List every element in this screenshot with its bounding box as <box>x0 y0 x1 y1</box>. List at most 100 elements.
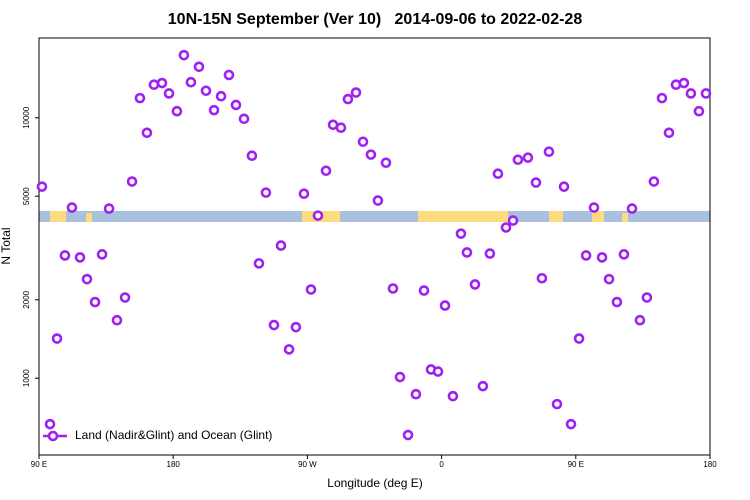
y-tick-label: 1000 <box>22 369 31 387</box>
point <box>461 247 473 258</box>
point <box>119 292 131 303</box>
x-tick-label: 0 <box>439 460 444 469</box>
point <box>223 69 235 81</box>
point <box>418 285 430 296</box>
point <box>588 202 600 213</box>
point <box>66 202 78 213</box>
point <box>44 418 56 430</box>
point <box>178 49 190 61</box>
point <box>51 333 63 344</box>
point <box>603 273 615 285</box>
point <box>357 136 369 148</box>
point <box>89 296 101 308</box>
point <box>455 228 467 239</box>
point <box>156 77 168 89</box>
land-strip <box>418 211 508 222</box>
point <box>410 388 422 400</box>
point <box>230 99 242 111</box>
point <box>402 429 414 441</box>
point <box>111 314 123 326</box>
point <box>380 157 392 169</box>
point <box>283 344 295 355</box>
point <box>246 150 258 162</box>
point <box>663 127 675 139</box>
point <box>530 177 542 188</box>
point <box>685 88 697 99</box>
x-tick-label: 90 W <box>298 460 317 469</box>
y-tick-label: 5000 <box>22 187 31 205</box>
point <box>193 61 205 73</box>
land-strip <box>86 213 92 222</box>
land-strip <box>622 213 628 222</box>
point <box>185 76 197 88</box>
point <box>260 187 272 198</box>
point <box>611 296 623 308</box>
x-tick-label: 180 <box>703 460 717 469</box>
point <box>626 203 638 214</box>
point <box>387 283 399 294</box>
point <box>484 248 496 259</box>
point <box>208 104 220 116</box>
point <box>372 195 384 206</box>
land-strip <box>50 211 66 222</box>
y-axis-label: N Total <box>0 227 13 264</box>
point <box>678 77 690 89</box>
point <box>596 252 608 263</box>
point <box>432 366 444 377</box>
point <box>36 181 48 192</box>
point <box>275 240 287 251</box>
y-tick-label: 2000 <box>22 290 31 308</box>
point <box>59 250 71 261</box>
x-tick-label: 90 E <box>31 460 47 469</box>
point <box>618 249 630 260</box>
point <box>200 85 212 97</box>
legend-marker <box>47 430 59 442</box>
point <box>656 92 668 104</box>
x-axis-label: Longitude (deg E) <box>327 476 422 490</box>
point <box>298 188 310 200</box>
x-tick-label: 180 <box>167 460 181 469</box>
point <box>565 418 577 430</box>
plot-frame <box>38 37 711 456</box>
point <box>477 380 489 392</box>
point <box>134 92 146 104</box>
point <box>171 105 183 117</box>
point <box>238 113 250 125</box>
ocean-strip <box>39 211 710 222</box>
point <box>700 88 712 99</box>
x-tick-label: 90 E <box>568 460 584 469</box>
point <box>693 105 705 117</box>
point <box>74 252 86 263</box>
point <box>634 314 646 326</box>
point <box>500 222 512 233</box>
point <box>512 154 524 166</box>
point <box>580 250 592 261</box>
y-tick-label: 10000 <box>22 106 31 129</box>
point <box>641 292 653 303</box>
point <box>215 90 227 102</box>
point <box>439 300 451 311</box>
point <box>536 272 548 284</box>
land-strip <box>592 211 604 222</box>
point <box>320 165 332 177</box>
point <box>268 319 280 331</box>
legend-label: Land (Nadir&Glint) and Ocean (Glint) <box>75 428 272 442</box>
point <box>81 273 93 285</box>
point <box>551 398 563 410</box>
point <box>492 168 504 179</box>
chart-title: 10N-15N September (Ver 10) 2014-09-06 to… <box>168 11 583 28</box>
point <box>394 371 406 383</box>
point <box>507 215 519 226</box>
point <box>126 176 138 187</box>
point <box>350 87 362 98</box>
point <box>141 127 153 139</box>
point <box>312 210 324 221</box>
point <box>103 203 115 214</box>
point <box>342 93 354 105</box>
point <box>148 79 160 90</box>
point <box>305 284 317 295</box>
point <box>469 279 481 290</box>
point <box>648 176 660 187</box>
